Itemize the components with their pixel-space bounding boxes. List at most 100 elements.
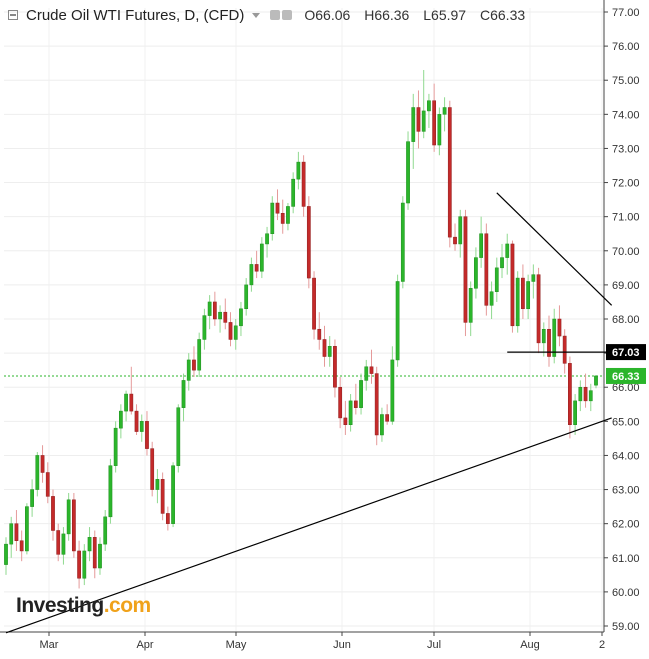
candle-body bbox=[103, 516, 108, 545]
candle-body bbox=[155, 479, 160, 490]
candle-body bbox=[145, 421, 149, 449]
candle-body bbox=[275, 202, 280, 214]
candle-body bbox=[171, 465, 175, 524]
x-tick-label: Mar bbox=[40, 639, 59, 651]
candle-body bbox=[45, 472, 50, 497]
candle-body bbox=[77, 550, 81, 579]
candle-body bbox=[92, 537, 97, 569]
ohlc-label-open: O bbox=[304, 7, 316, 23]
candle-body bbox=[118, 410, 123, 429]
candle-body bbox=[291, 178, 296, 207]
candle-body bbox=[359, 380, 363, 408]
candle-body bbox=[25, 506, 29, 552]
candle-body bbox=[484, 233, 489, 306]
y-tick-label: 59.00 bbox=[612, 621, 640, 633]
candle-body bbox=[259, 243, 264, 272]
candle-body bbox=[583, 386, 588, 402]
candle-body bbox=[474, 257, 478, 289]
y-tick-label: 63.00 bbox=[612, 485, 640, 497]
candle-body bbox=[306, 206, 311, 279]
candle-body bbox=[239, 308, 243, 327]
ohlc-value-open: 66.06 bbox=[315, 7, 351, 23]
candle-body bbox=[333, 346, 337, 388]
candle-body bbox=[218, 311, 222, 320]
candle-body bbox=[61, 533, 66, 555]
settings-icon[interactable] bbox=[282, 10, 293, 20]
y-tick-label: 74.00 bbox=[612, 109, 640, 121]
candle-body bbox=[400, 202, 405, 282]
candle-body bbox=[557, 318, 562, 337]
candle-body bbox=[113, 427, 118, 466]
ohlc-value-high: 66.36 bbox=[374, 7, 410, 23]
candle-body bbox=[223, 311, 228, 323]
candle-body bbox=[207, 301, 212, 316]
candle-body bbox=[578, 386, 583, 402]
x-tick-label: Apr bbox=[136, 639, 153, 651]
y-tick-label: 71.00 bbox=[612, 212, 640, 224]
candle-body bbox=[588, 390, 593, 402]
chart-header: Crude Oil WTI Futures, D, (CFD) O66.06 H… bbox=[0, 0, 535, 30]
chart-title: Crude Oil WTI Futures, D, (CFD) bbox=[26, 6, 245, 24]
y-tick-label: 75.00 bbox=[612, 75, 640, 87]
y-tick-label: 61.00 bbox=[612, 553, 640, 565]
price-label-text: 66.33 bbox=[612, 371, 640, 383]
candle-body bbox=[301, 161, 306, 207]
candle-body bbox=[317, 328, 322, 340]
candle-body bbox=[494, 267, 499, 292]
chevron-down-icon[interactable] bbox=[252, 12, 261, 18]
candle-body bbox=[463, 216, 468, 323]
candle-body bbox=[165, 513, 170, 524]
candle-body bbox=[87, 537, 92, 552]
y-tick-label: 62.00 bbox=[612, 519, 640, 531]
candle-body bbox=[521, 277, 525, 310]
candle-body bbox=[40, 455, 45, 473]
y-tick-label: 72.00 bbox=[612, 178, 640, 190]
candle-body bbox=[254, 264, 259, 272]
candle-body bbox=[233, 325, 238, 340]
y-tick-label: 60.00 bbox=[612, 587, 640, 599]
candle-body bbox=[453, 236, 457, 245]
candle-body bbox=[327, 346, 332, 357]
candle-body bbox=[270, 202, 275, 234]
candle-body bbox=[82, 550, 87, 579]
candle-body bbox=[134, 410, 139, 432]
candle-body bbox=[416, 107, 421, 132]
candle-body bbox=[192, 359, 196, 371]
candle-body bbox=[4, 543, 8, 565]
y-tick-label: 68.00 bbox=[612, 314, 640, 326]
candle-body bbox=[385, 414, 390, 422]
candle-body bbox=[437, 114, 442, 146]
trendline-rising-support bbox=[5, 417, 612, 634]
candle-body bbox=[150, 448, 155, 490]
candle-body bbox=[176, 407, 181, 466]
x-tick-label: Jun bbox=[333, 639, 351, 651]
candle-body bbox=[66, 499, 71, 535]
candle-body bbox=[9, 523, 14, 545]
y-tick-label: 69.00 bbox=[612, 280, 640, 292]
candle-body bbox=[531, 274, 536, 282]
ohlc-label-low: L bbox=[423, 7, 432, 23]
candle-body bbox=[228, 322, 233, 340]
eye-icon[interactable] bbox=[270, 10, 281, 20]
candle-body bbox=[515, 277, 520, 327]
x-tick-label: Aug bbox=[520, 639, 540, 651]
y-tick-label: 64.00 bbox=[612, 450, 640, 462]
price-label-bg bbox=[606, 344, 646, 361]
candle-body bbox=[552, 318, 557, 357]
candle-body bbox=[411, 107, 416, 142]
candle-body bbox=[338, 386, 343, 419]
candle-body bbox=[447, 107, 452, 238]
candle-body bbox=[432, 100, 437, 146]
candle-body bbox=[249, 264, 254, 286]
candle-body bbox=[380, 414, 384, 436]
y-tick-label: 66.00 bbox=[612, 382, 640, 394]
candle-body bbox=[568, 363, 572, 425]
ohlc-value-close: 66.33 bbox=[490, 7, 526, 23]
candle-body bbox=[468, 288, 473, 323]
candle-body bbox=[442, 107, 447, 115]
collapse-icon[interactable] bbox=[8, 10, 18, 20]
candle-body bbox=[505, 243, 510, 258]
candle-body bbox=[374, 373, 379, 436]
